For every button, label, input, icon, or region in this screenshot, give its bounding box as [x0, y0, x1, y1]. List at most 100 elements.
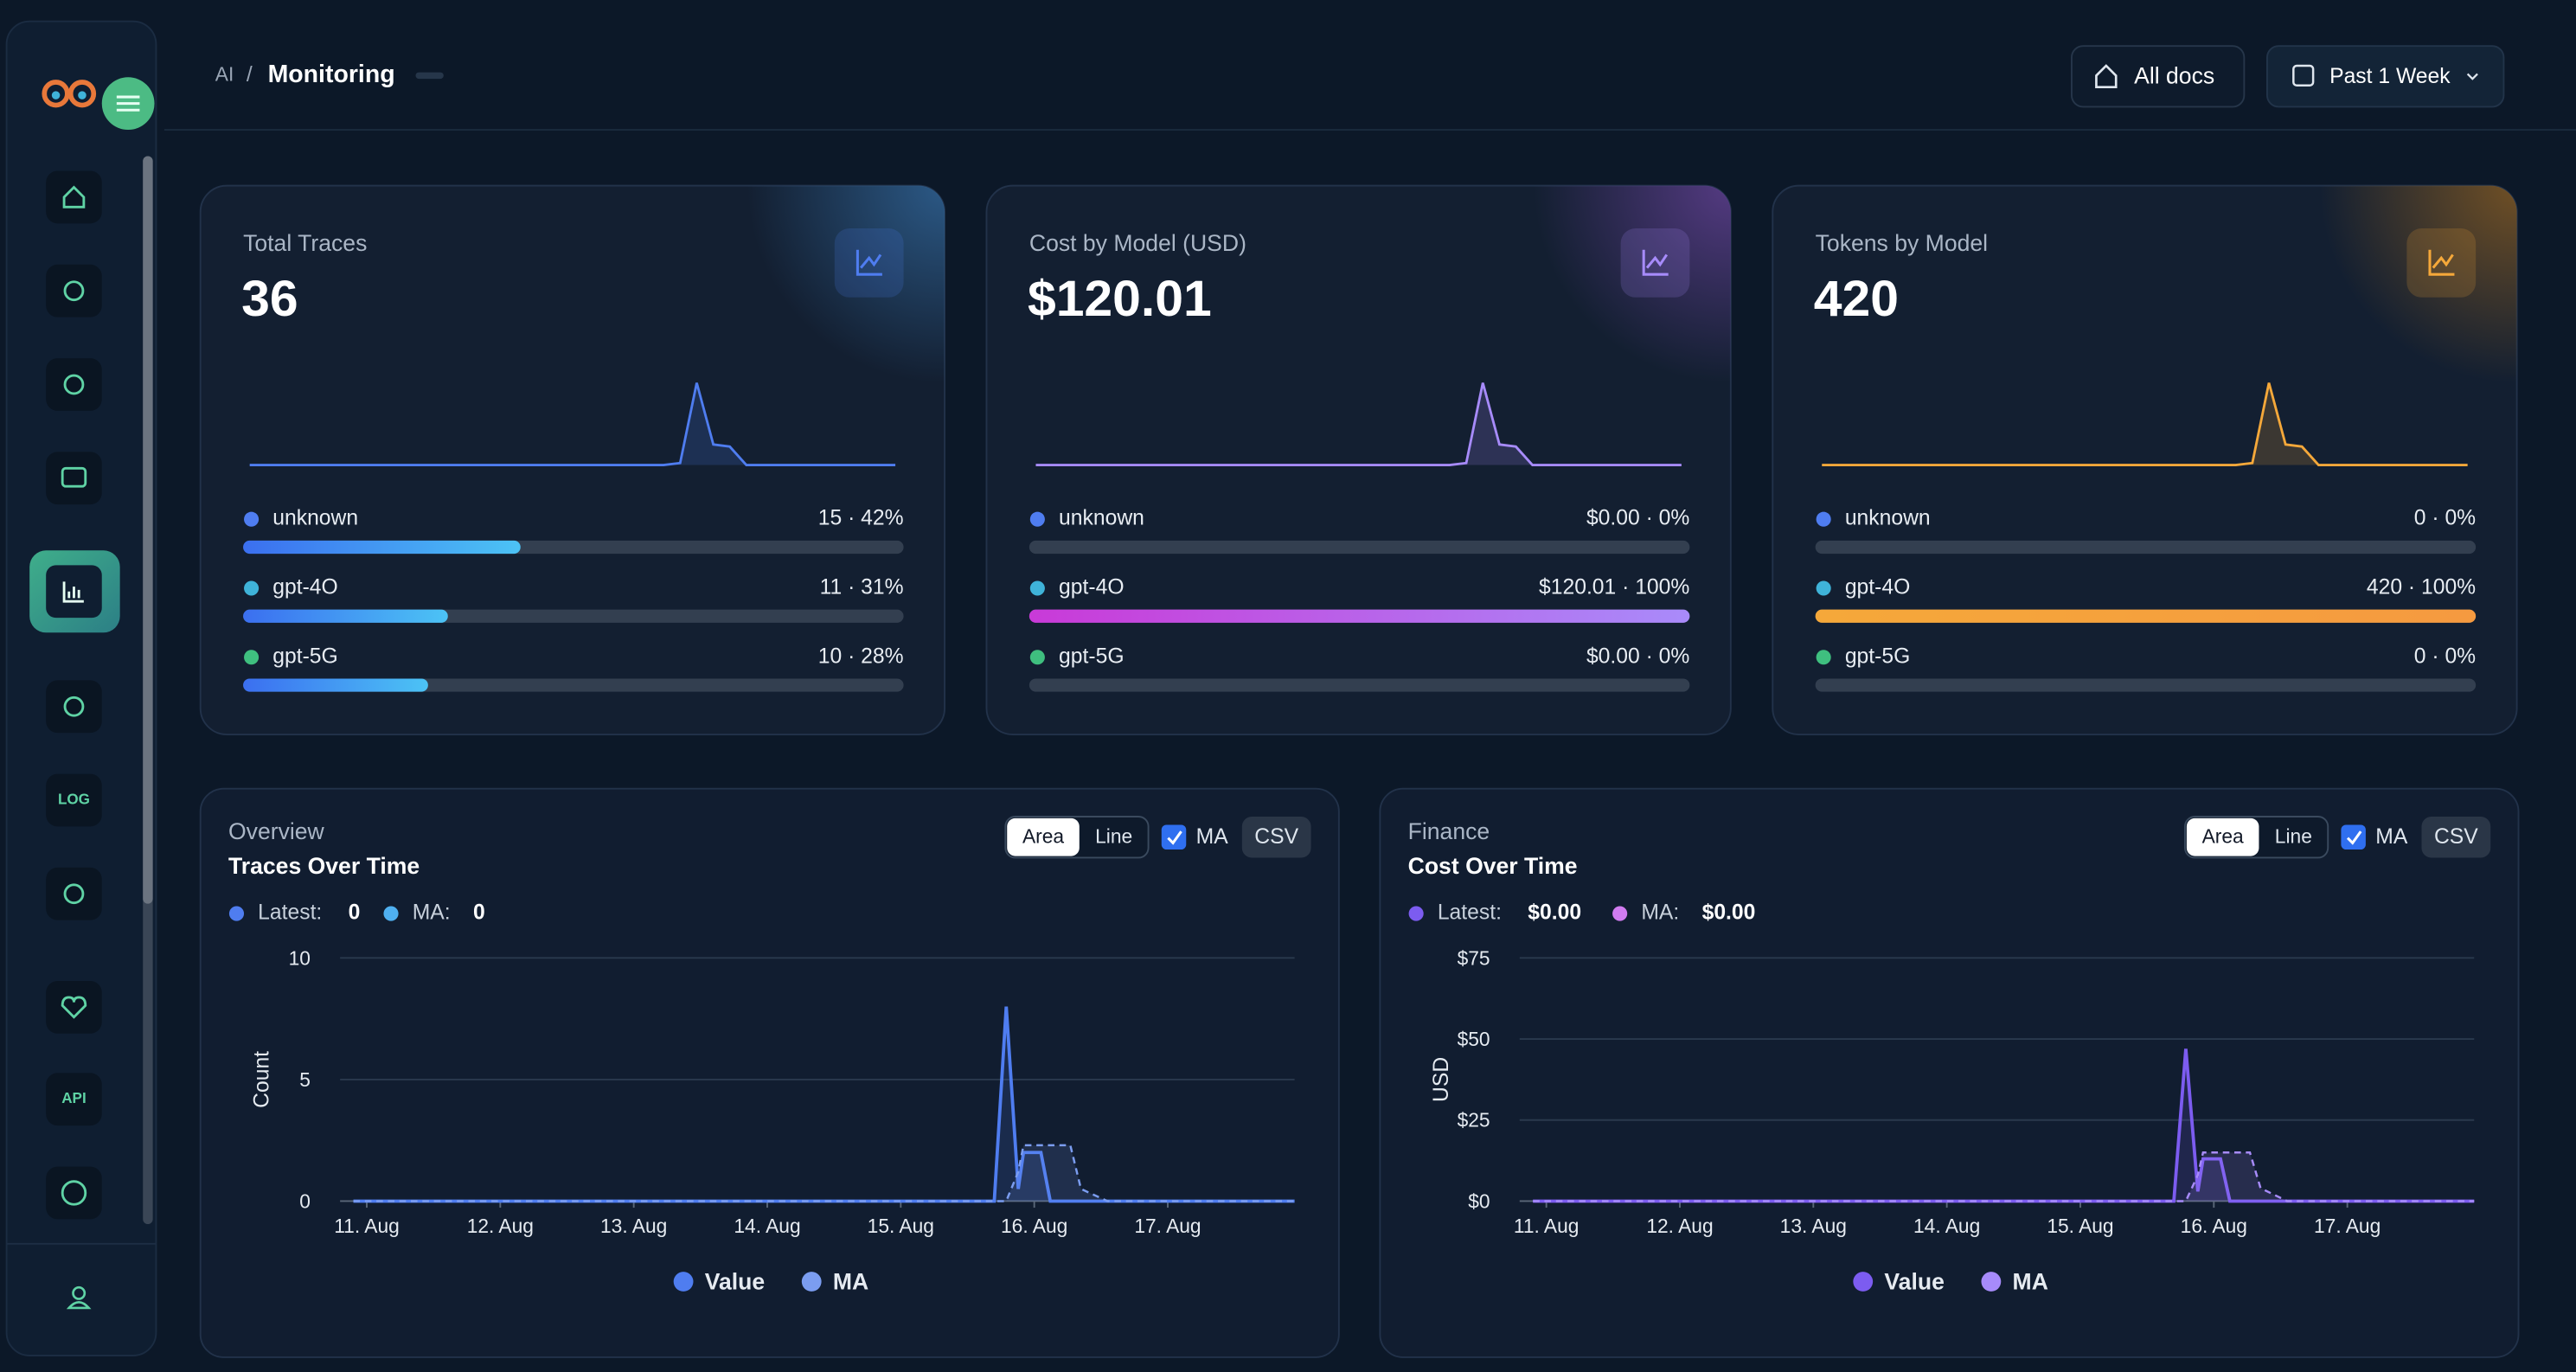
- docs-button[interactable]: [2070, 45, 2246, 108]
- model-dot: [1816, 650, 1831, 665]
- segment-label[interactable]: Area: [1022, 825, 1064, 848]
- user-icon[interactable]: [66, 1285, 92, 1310]
- csv-button-label[interactable]: CSV: [2434, 825, 2478, 849]
- range-button[interactable]: [2265, 45, 2505, 108]
- ma-checkbox-label: MA: [2375, 825, 2408, 849]
- nav-icon: [62, 581, 84, 603]
- nav-icon: [61, 996, 87, 1019]
- csv-button-label[interactable]: CSV: [1254, 825, 1298, 849]
- segment-label[interactable]: Line: [1095, 825, 1132, 848]
- model-dot: [1816, 580, 1831, 596]
- card-title: Tokens by Model: [1816, 230, 1988, 256]
- nav-item[interactable]: [46, 1166, 102, 1220]
- nav-item[interactable]: [46, 170, 102, 224]
- scrollbar-thumb[interactable]: [143, 156, 153, 904]
- summary-dot: [1408, 906, 1424, 921]
- model-dot: [244, 580, 260, 596]
- nav-icon-bg: [46, 170, 102, 224]
- y-axis-label: Count: [250, 1051, 273, 1108]
- summary-value: 0: [473, 901, 485, 925]
- model-name: gpt-4O: [272, 576, 337, 599]
- card-value: $120.01: [1028, 271, 1212, 327]
- nav-item[interactable]: [46, 867, 102, 920]
- y-tick-label: $0: [1468, 1189, 1490, 1212]
- logo: [42, 80, 97, 108]
- legend-label[interactable]: Value: [1884, 1268, 1944, 1294]
- stat-cards: Total Traces 36 unknown 15 · 42% gpt-4O 11 · …: [199, 184, 2518, 735]
- csv-button[interactable]: [2421, 817, 2491, 858]
- legend-dot[interactable]: [801, 1272, 822, 1292]
- model-stat: 0 · 0%: [2414, 507, 2476, 530]
- y-axis-label: USD: [1430, 1057, 1453, 1102]
- model-dot: [1029, 580, 1045, 596]
- ma-checkbox[interactable]: [2341, 824, 2366, 849]
- model-bar-track: [1028, 540, 1690, 555]
- checkmark: [1167, 830, 1182, 845]
- nav-label: API: [61, 1090, 86, 1106]
- panel-bg: [1379, 787, 2520, 1358]
- home-icon: [2095, 64, 2118, 88]
- legend-dot[interactable]: [1981, 1272, 2002, 1292]
- x-tick-label: 14. Aug: [1913, 1215, 1980, 1237]
- legend-label[interactable]: MA: [2013, 1268, 2048, 1294]
- nav-item[interactable]: [46, 680, 102, 734]
- breadcrumb-item[interactable]: AI: [215, 62, 234, 85]
- segment-label[interactable]: Line: [2275, 825, 2312, 848]
- model-name: gpt-5G: [1059, 644, 1124, 668]
- nav-item[interactable]: [46, 565, 102, 619]
- menu-button[interactable]: [101, 77, 155, 131]
- nav-item[interactable]: [46, 452, 102, 505]
- x-tick-label: 13. Aug: [600, 1215, 667, 1237]
- nav-item[interactable]: API: [46, 1073, 102, 1126]
- ma-checkbox[interactable]: [1161, 824, 1187, 849]
- card-value: 36: [241, 271, 298, 327]
- summary-dot: [1612, 906, 1628, 921]
- series-area: [1533, 1152, 2475, 1202]
- nav-icon-bg: [46, 1073, 102, 1126]
- panel-section: Finance: [1408, 818, 1490, 844]
- nav-item[interactable]: [46, 980, 102, 1034]
- model-name: unknown: [272, 507, 358, 530]
- x-tick-label: 16. Aug: [1001, 1215, 1067, 1237]
- model-name: gpt-4O: [1845, 576, 1910, 599]
- model-stat: 10 · 28%: [818, 644, 904, 668]
- header: AI / Monitoring All docs Past 1 Week: [215, 45, 2505, 108]
- summary-value: $0.00: [1528, 901, 1581, 925]
- legend-label[interactable]: Value: [705, 1268, 765, 1294]
- nav-icon-bg: [46, 867, 102, 920]
- series-area: [353, 1144, 1295, 1202]
- nav-item[interactable]: LOG: [46, 773, 102, 827]
- breadcrumb-separator: /: [247, 63, 253, 87]
- model-bar: [1815, 609, 2477, 623]
- x-tick-label: 12. Aug: [467, 1215, 534, 1237]
- series-line: [1533, 1151, 2475, 1202]
- breadcrumb-current: Monitoring: [268, 61, 395, 88]
- model-bar: [243, 609, 448, 623]
- status-pill: [415, 72, 444, 80]
- nav-item[interactable]: [46, 264, 102, 317]
- x-tick-label: 11. Aug: [334, 1215, 400, 1237]
- x-tick-label: 11. Aug: [1514, 1215, 1580, 1237]
- model-stat: 0 · 0%: [2414, 644, 2476, 668]
- nav-icon: [63, 374, 85, 395]
- chevron: [2466, 73, 2478, 80]
- segment-label[interactable]: Area: [2202, 825, 2244, 848]
- legend-label[interactable]: MA: [833, 1268, 868, 1294]
- range-button-label: Past 1 Week: [2329, 65, 2451, 88]
- model-dot: [244, 650, 260, 665]
- csv-button[interactable]: [1241, 817, 1311, 858]
- legend-dot[interactable]: [1853, 1272, 1874, 1292]
- legend-dot[interactable]: [673, 1272, 694, 1292]
- summary-label: Latest:: [258, 901, 322, 925]
- nav-icon: [61, 466, 87, 488]
- segment-active[interactable]: [2186, 817, 2259, 856]
- x-tick-label: 17. Aug: [2314, 1215, 2381, 1237]
- nav-item[interactable]: [46, 358, 102, 411]
- model-dot: [1029, 511, 1045, 527]
- y-tick-label: 0: [299, 1189, 311, 1212]
- y-tick-label: 5: [299, 1068, 311, 1091]
- segment-active[interactable]: [1007, 817, 1080, 856]
- summary-label: Latest:: [1438, 901, 1502, 925]
- model-name: gpt-5G: [1845, 644, 1910, 668]
